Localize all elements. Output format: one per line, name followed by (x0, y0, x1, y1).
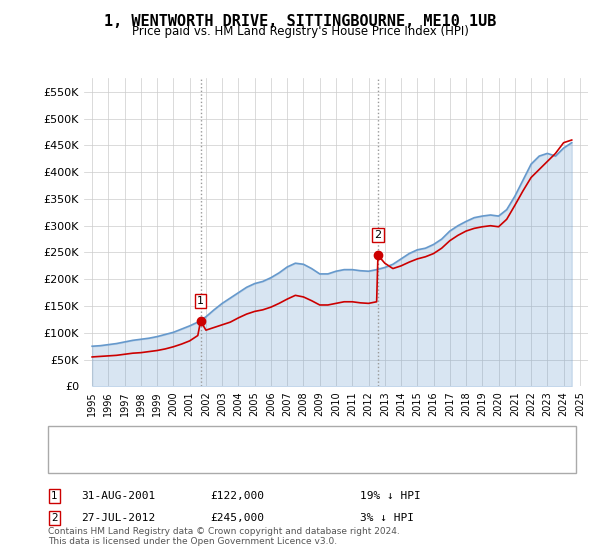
Text: 1: 1 (51, 491, 58, 501)
Text: 1, WENTWORTH DRIVE, SITTINGBOURNE, ME10 1UB (detached house): 1, WENTWORTH DRIVE, SITTINGBOURNE, ME10 … (105, 433, 469, 443)
Text: 31-AUG-2001: 31-AUG-2001 (81, 491, 155, 501)
Text: 3% ↓ HPI: 3% ↓ HPI (360, 513, 414, 523)
Text: 19% ↓ HPI: 19% ↓ HPI (360, 491, 421, 501)
Text: ─────: ───── (60, 456, 97, 470)
Text: ─────: ───── (60, 431, 97, 445)
Text: HPI: Average price, detached house, Swale: HPI: Average price, detached house, Swal… (105, 458, 329, 468)
Text: Contains HM Land Registry data © Crown copyright and database right 2024.
This d: Contains HM Land Registry data © Crown c… (48, 526, 400, 546)
Text: 1, WENTWORTH DRIVE, SITTINGBOURNE, ME10 1UB: 1, WENTWORTH DRIVE, SITTINGBOURNE, ME10 … (104, 14, 496, 29)
Text: 1: 1 (197, 296, 204, 306)
Text: £122,000: £122,000 (210, 491, 264, 501)
Text: Price paid vs. HM Land Registry's House Price Index (HPI): Price paid vs. HM Land Registry's House … (131, 25, 469, 38)
Text: 27-JUL-2012: 27-JUL-2012 (81, 513, 155, 523)
Text: 2: 2 (374, 230, 382, 240)
Text: £245,000: £245,000 (210, 513, 264, 523)
Text: 2: 2 (51, 513, 58, 523)
